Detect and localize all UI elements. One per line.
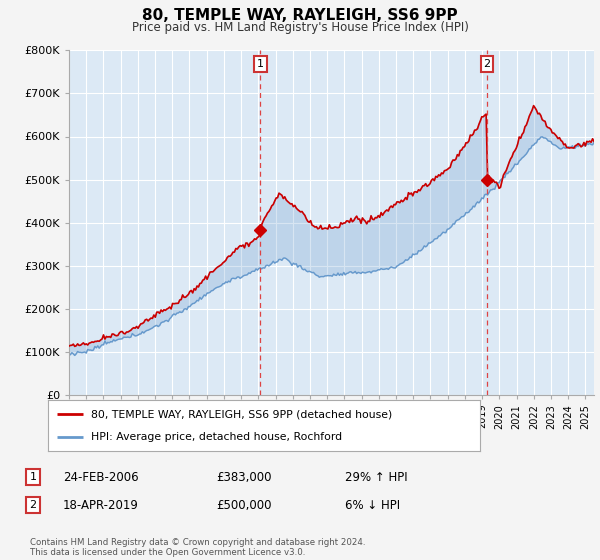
Text: 6% ↓ HPI: 6% ↓ HPI bbox=[345, 498, 400, 512]
Text: 2: 2 bbox=[29, 500, 37, 510]
Text: £500,000: £500,000 bbox=[216, 498, 271, 512]
Text: 1: 1 bbox=[257, 59, 264, 69]
Text: 24-FEB-2006: 24-FEB-2006 bbox=[63, 470, 139, 484]
Text: Contains HM Land Registry data © Crown copyright and database right 2024.
This d: Contains HM Land Registry data © Crown c… bbox=[30, 538, 365, 557]
Text: Price paid vs. HM Land Registry's House Price Index (HPI): Price paid vs. HM Land Registry's House … bbox=[131, 21, 469, 34]
Text: HPI: Average price, detached house, Rochford: HPI: Average price, detached house, Roch… bbox=[91, 432, 343, 442]
Text: 29% ↑ HPI: 29% ↑ HPI bbox=[345, 470, 407, 484]
Text: £383,000: £383,000 bbox=[216, 470, 271, 484]
Text: 2: 2 bbox=[484, 59, 491, 69]
Text: 18-APR-2019: 18-APR-2019 bbox=[63, 498, 139, 512]
Text: 1: 1 bbox=[29, 472, 37, 482]
Text: 80, TEMPLE WAY, RAYLEIGH, SS6 9PP (detached house): 80, TEMPLE WAY, RAYLEIGH, SS6 9PP (detac… bbox=[91, 409, 392, 419]
Text: 80, TEMPLE WAY, RAYLEIGH, SS6 9PP: 80, TEMPLE WAY, RAYLEIGH, SS6 9PP bbox=[142, 8, 458, 24]
